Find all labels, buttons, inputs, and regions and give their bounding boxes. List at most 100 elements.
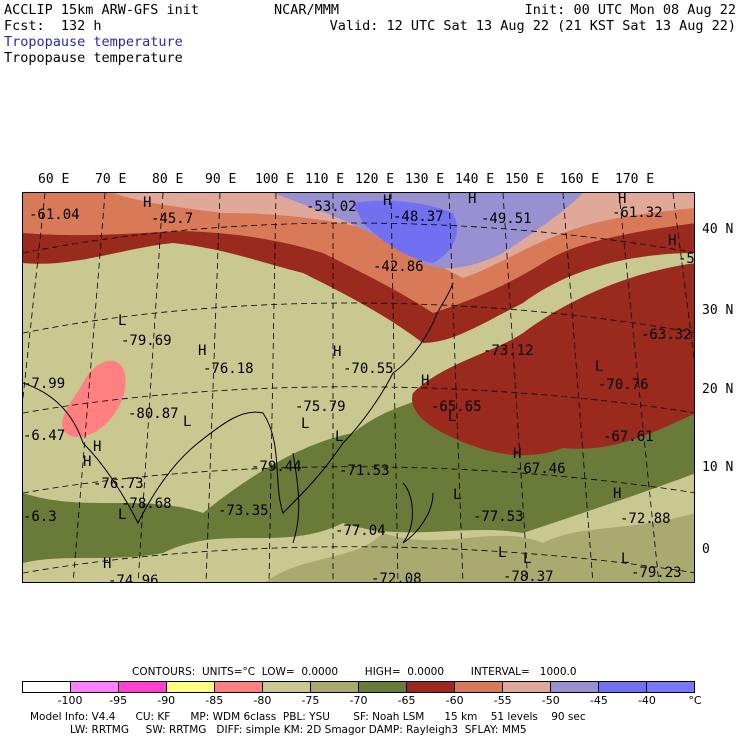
map-label: H	[668, 233, 676, 249]
map-label: L	[498, 545, 506, 561]
map-label: -71.53	[339, 463, 390, 479]
map-label: L	[448, 409, 456, 425]
map-label: -77.04	[335, 523, 386, 539]
map-label: -78.37	[503, 569, 554, 583]
color-scale-label: -80	[253, 694, 272, 707]
lon-label: 170 E	[615, 172, 655, 187]
color-swatch	[455, 682, 503, 692]
map-label: H	[383, 193, 391, 209]
map-label: -65.65	[431, 399, 482, 415]
map-label: H	[93, 439, 101, 455]
lon-label: 80 E	[152, 172, 184, 187]
map-label: -74.96	[108, 573, 159, 583]
color-scale-label: °C	[688, 694, 702, 707]
field-colored-title: Tropopause temperature	[4, 34, 183, 50]
map-label: -61.04	[29, 207, 80, 223]
color-scale-label: -65	[397, 694, 416, 707]
map-label: H	[618, 193, 626, 207]
map-label: H	[513, 446, 521, 462]
map-label: L	[118, 507, 126, 523]
map-label: -72.08	[371, 571, 422, 583]
color-scale-label: -95	[109, 694, 128, 707]
map-label: -79.69	[121, 333, 172, 349]
color-swatch	[215, 682, 263, 692]
map-label-layer: -61.04H-45.7-53.02 H-48.37H-49.51H-61.32H…	[23, 193, 695, 583]
map-label: L	[453, 487, 461, 503]
map-label: -67.61	[603, 429, 654, 445]
map-label: -61.32	[612, 205, 663, 221]
map-label: L	[118, 313, 126, 329]
color-scale-label: -70	[349, 694, 368, 707]
pink-low-region	[62, 360, 126, 438]
map-label: -42.86	[373, 259, 424, 275]
color-scale-label: -100	[57, 694, 83, 707]
color-scale-label: -60	[445, 694, 464, 707]
color-swatch	[599, 682, 647, 692]
color-swatch	[263, 682, 311, 692]
map-label: -6.47	[23, 428, 65, 444]
color-swatch	[167, 682, 215, 692]
map-label: -79.44	[251, 459, 302, 475]
lon-label: 160 E	[560, 172, 600, 187]
map-label: H	[421, 373, 429, 389]
init-time: Init: 00 UTC Mon 08 Aug 22	[524, 2, 736, 18]
map-label: -76.18	[203, 361, 254, 377]
lat-label: 20 N	[702, 382, 734, 397]
map-label: -49.51	[481, 211, 532, 227]
color-swatch	[359, 682, 407, 692]
color-swatch	[311, 682, 359, 692]
color-swatch	[647, 682, 694, 692]
field-contour-title: Tropopause temperature	[4, 50, 183, 66]
map-label: L	[335, 429, 343, 445]
map-label: -72.88	[620, 511, 671, 527]
map-label: -52	[678, 251, 695, 267]
map-label: L	[621, 551, 629, 567]
color-scale-label: -75	[301, 694, 320, 707]
color-scale-label: -50	[541, 694, 560, 707]
map-label: H	[83, 454, 91, 470]
color-swatch	[23, 682, 71, 692]
lon-label: 150 E	[505, 172, 545, 187]
color-scale-label: -45	[589, 694, 608, 707]
olive-mid-region	[265, 513, 694, 582]
org-name: NCAR/MMM	[274, 2, 340, 18]
map-label: -45.7	[151, 211, 193, 227]
coastlines	[23, 282, 454, 544]
map-label: -48.37	[393, 209, 444, 225]
map-label: H	[468, 193, 476, 207]
model-info-line1: Model Info: V4.4 CU: KF MP: WDM 6class P…	[30, 711, 586, 723]
color-scale	[22, 681, 695, 693]
map-label: -73.12	[483, 343, 534, 359]
map-label: -79.23	[631, 565, 682, 581]
color-scale-label: -90	[157, 694, 176, 707]
map-label: -77.53	[473, 509, 524, 525]
lat-label: 30 N	[702, 303, 734, 318]
color-swatch	[407, 682, 455, 692]
lon-label: 100 E	[255, 172, 295, 187]
map-label: H	[103, 556, 111, 572]
lon-label: 130 E	[405, 172, 445, 187]
lon-label: 70 E	[95, 172, 127, 187]
map-label: -53.02	[306, 199, 357, 215]
color-swatch	[503, 682, 551, 692]
map-label: -7.99	[23, 376, 65, 392]
map-label: -63.32	[641, 327, 692, 343]
lat-label: 40 N	[702, 222, 734, 237]
map-label: H	[333, 344, 341, 360]
map-label: -75.79	[295, 399, 346, 415]
model-info-line2: LW: RRTMG SW: RRTMG DIFF: simple KM: 2D …	[70, 724, 527, 736]
lon-label: 140 E	[455, 172, 495, 187]
graticule	[23, 193, 694, 582]
map-svg: -61.04H-45.7-53.02 H-48.37H-49.51H-61.32H…	[23, 193, 695, 583]
lon-label: 120 E	[355, 172, 395, 187]
map-label: -6.3	[23, 509, 57, 525]
lon-label: 110 E	[305, 172, 345, 187]
map-label: -80.87	[128, 406, 179, 422]
map-label: -70.55	[343, 361, 394, 377]
lat-label: 10 N	[702, 460, 734, 475]
color-swatch	[71, 682, 119, 692]
map-label: H	[613, 486, 621, 502]
forecast-hour: Fcst: 132 h	[4, 18, 102, 34]
north-blue-region	[353, 200, 457, 263]
lon-label: 90 E	[205, 172, 237, 187]
